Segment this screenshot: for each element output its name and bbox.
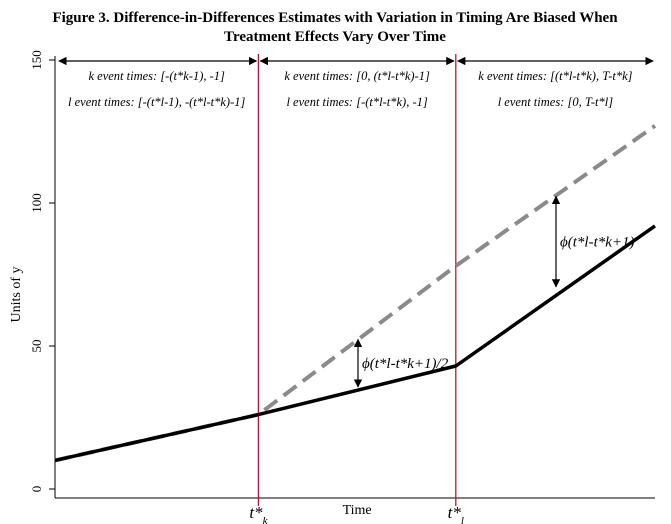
x-axis-title: Time	[343, 503, 372, 518]
region-3-k-label: k event times: [(t*l-t*k), T-t*k]	[478, 69, 632, 83]
y-tick-label-0: 0	[29, 486, 44, 493]
series-line-counterfactual	[54, 124, 657, 463]
y-tick-label-150: 150	[29, 50, 44, 70]
region-2-k-label: k event times: [0, (t*l-t*k)-1]	[284, 69, 430, 83]
y-axis-title: Units of y	[9, 267, 24, 323]
chart-title-line-1: Figure 3. Difference-in-Differences Esti…	[52, 10, 618, 26]
region-1-k-label: k event times: [-(t*k-1), -1]	[88, 69, 225, 83]
region-3-l-label: l event times: [0, T-t*l]	[498, 95, 614, 109]
y-tick-label-50: 50	[29, 340, 44, 353]
region-1-l-label: l event times: [-(t*l-1), -(t*l-t*k)-1]	[68, 95, 246, 109]
annotation-label-2: ϕ(t*l-t*k+1)	[560, 235, 635, 251]
series-line-observed	[54, 224, 657, 463]
chart-title-line-2: Treatment Effects Vary Over Time	[224, 29, 446, 45]
region-2-l-label: l event times: [-(t*l-t*k), -1]	[286, 95, 427, 109]
y-tick-label-100: 100	[29, 193, 44, 213]
x-tick-label-l: t*l	[448, 503, 464, 524]
plot-area: 0 50 100 150 Units of y Time t*k t*l k event tim…	[9, 50, 657, 524]
x-tick-label-k: t*k	[249, 503, 268, 524]
annotation-label-1: ϕ(t*l-t*k+1)/2	[362, 356, 449, 372]
